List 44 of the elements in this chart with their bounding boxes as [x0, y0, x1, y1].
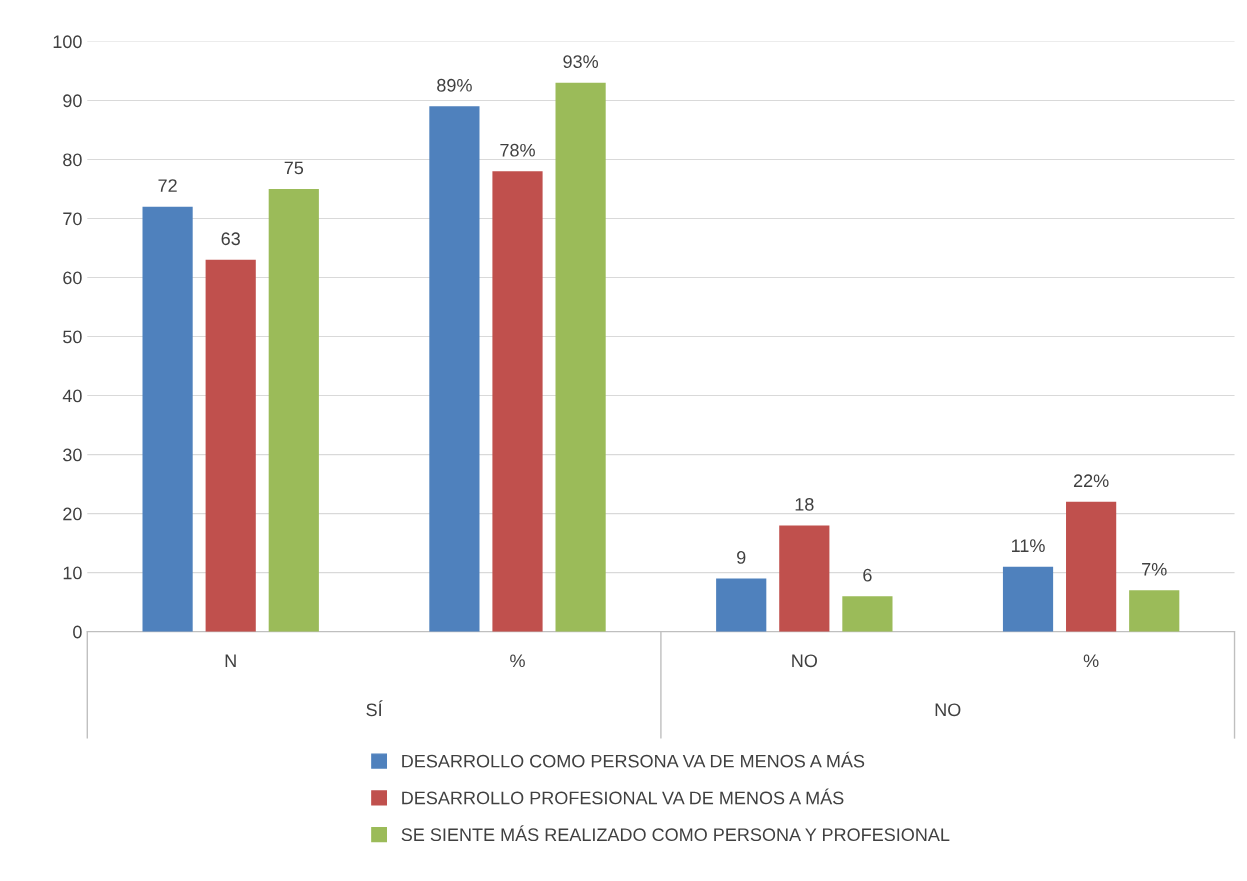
- data-label: 22%: [1073, 474, 1109, 488]
- text: NO: [935, 703, 961, 717]
- bar: [1002, 566, 1054, 632]
- x-tick-label: %: [510, 654, 525, 668]
- bar: [205, 259, 256, 632]
- y-tick-label: 20: [63, 507, 82, 521]
- y-tick-label: 90: [63, 94, 82, 108]
- data-label: 89%: [437, 78, 472, 92]
- data-label: 11%: [1012, 539, 1045, 552]
- legend-label: SE SIENTE MÁS REALIZADO COMO PERSONA Y PROFESIONAL: [401, 825, 950, 842]
- x-tick-label: %: [1083, 654, 1099, 668]
- data-label: 18: [795, 497, 814, 511]
- y-tick-label: 60: [63, 271, 82, 285]
- bar: [716, 578, 767, 632]
- legend-label: DESARROLLO COMO PERSONA VA DE MENOS A MÁS: [402, 751, 865, 768]
- y-tick-label: 30: [63, 448, 82, 462]
- bar: [142, 206, 193, 632]
- bar: [842, 596, 893, 632]
- data-label: 78%: [500, 143, 535, 157]
- data-label: 9: [737, 551, 746, 564]
- y-tick-label: 80: [63, 153, 82, 167]
- y-tick-label: 70: [63, 212, 82, 226]
- y-tick-label: 100: [53, 35, 82, 49]
- data-label: 7%: [1142, 562, 1167, 576]
- data-label: 63: [221, 232, 240, 246]
- y-tick-label: 0: [73, 625, 82, 639]
- data-label: 93%: [563, 55, 599, 69]
- legend-label: DESARROLLO PROFESIONAL VA DE MENOS A MÁS: [402, 788, 844, 805]
- data-label: 6: [863, 568, 872, 582]
- bar: [555, 82, 606, 632]
- bar: [1066, 501, 1117, 632]
- x-tick-label: N: [225, 654, 236, 667]
- text: SÍ: [366, 700, 383, 717]
- y-tick-label: 10: [63, 566, 82, 580]
- bar: [779, 525, 830, 632]
- y-tick-label: 40: [62, 389, 82, 403]
- bar: [429, 106, 480, 632]
- bar: [268, 188, 319, 632]
- bar: [492, 171, 543, 632]
- x-tick-label: NO: [792, 654, 817, 668]
- bar: [1129, 590, 1180, 632]
- y-tick-label: 50: [63, 330, 82, 344]
- data-label: 72: [158, 179, 177, 192]
- data-label: 75: [284, 161, 304, 175]
